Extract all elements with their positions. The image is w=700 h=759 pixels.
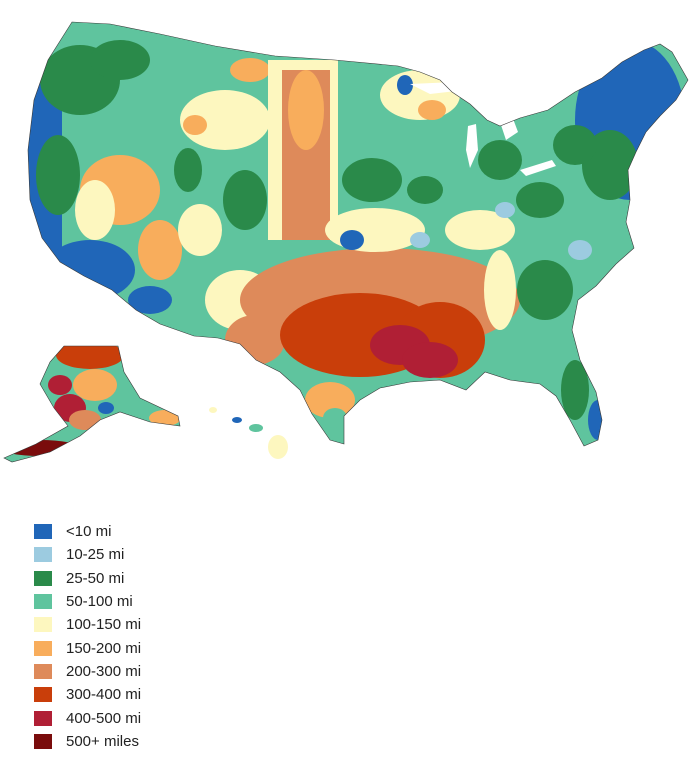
- region-n-idaho: [90, 40, 150, 80]
- region-texas-coast: [323, 408, 347, 428]
- lake-erie: [520, 160, 556, 176]
- hawaii-maui: [249, 424, 263, 432]
- legend-item: 300-400 mi: [34, 683, 141, 706]
- region-south-florida: [588, 400, 608, 440]
- alaska-outline: [3, 345, 181, 463]
- region-wisconsin-orange: [418, 100, 446, 120]
- region-tennessee-yellow: [484, 250, 516, 330]
- legend-item: <10 mi: [34, 520, 141, 543]
- alaska-interior: [73, 369, 117, 401]
- alaska-north: [56, 346, 124, 369]
- region-nevada-west: [75, 180, 115, 240]
- legend-item: 50-100 mi: [34, 590, 141, 613]
- region-michigan-green: [478, 140, 522, 180]
- legend-swatch: [34, 687, 52, 703]
- legend-label: 200-300 mi: [66, 662, 142, 680]
- region-florida-green: [561, 360, 589, 420]
- hawaii: [209, 407, 288, 459]
- alaska-west: [48, 375, 72, 395]
- region-duluth: [397, 75, 413, 95]
- alaska: [4, 346, 180, 462]
- legend-label: <10 mi: [66, 523, 112, 541]
- region-virginia-lightblue: [568, 240, 592, 260]
- region-idaho-orange: [183, 115, 207, 135]
- legend-item: 200-300 mi: [34, 660, 141, 683]
- alaska-peninsula: [69, 410, 101, 430]
- legend-swatch: [34, 640, 52, 656]
- legend-swatch: [34, 733, 52, 749]
- us-outline: [27, 21, 689, 447]
- legend-item: 150-200 mi: [34, 636, 141, 659]
- region-st-louis: [410, 232, 430, 248]
- region-iowa-green: [342, 158, 402, 202]
- region-arizona: [138, 220, 182, 280]
- region-ohio-green: [516, 182, 564, 218]
- outlines: [3, 21, 689, 463]
- legend-label: 300-400 mi: [66, 686, 142, 704]
- legend-item: 10-25 mi: [34, 543, 141, 566]
- region-dakotas-core: [288, 70, 324, 150]
- lake-huron: [500, 116, 518, 140]
- region-south-texas: [305, 382, 355, 418]
- region-montana-north: [230, 58, 270, 82]
- alaska-anchorage: [98, 402, 114, 414]
- region-pennsylvania: [553, 125, 597, 165]
- legend-item: 400-500 mi: [34, 706, 141, 729]
- region-illinois-green: [407, 176, 443, 204]
- legend-swatch: [34, 524, 52, 540]
- legend-swatch: [34, 594, 52, 610]
- legend-swatch: [34, 617, 52, 633]
- region-kentucky-yellow: [445, 210, 515, 250]
- legend-label: 25-50 mi: [66, 569, 125, 587]
- legend-label: 50-100 mi: [66, 593, 133, 611]
- legend-label: 400-500 mi: [66, 709, 142, 727]
- region-socal: [45, 240, 135, 300]
- region-phoenix: [128, 286, 172, 314]
- region-georgia-green: [517, 260, 573, 320]
- region-denver: [223, 170, 267, 230]
- region-indianapolis: [495, 202, 515, 218]
- legend-swatch: [34, 570, 52, 586]
- legend-label: 10-25 mi: [66, 546, 125, 564]
- us-county-map: [3, 21, 689, 463]
- alaska-panhandle: [149, 410, 180, 426]
- legend-swatch: [34, 663, 52, 679]
- legend-label: 150-200 mi: [66, 639, 142, 657]
- legend-swatch: [34, 547, 52, 563]
- legend-swatch: [34, 710, 52, 726]
- legend: <10 mi 10-25 mi 25-50 mi 50-100 mi 100-150 m…: [34, 520, 141, 753]
- hawaii-big-island: [268, 435, 288, 459]
- region-kansas-city: [340, 230, 364, 250]
- region-louisiana: [402, 342, 458, 378]
- region-sacramento: [36, 135, 80, 215]
- region-utah-south: [178, 204, 222, 256]
- region-missouri-yellow: [325, 208, 425, 252]
- legend-item: 100-150 mi: [34, 613, 141, 636]
- region-montana: [180, 90, 270, 150]
- legend-label: 500+ miles: [66, 732, 139, 750]
- region-salt-lake: [174, 148, 202, 192]
- hawaii-kauai: [209, 407, 217, 413]
- lake-michigan: [466, 124, 478, 168]
- legend-label: 100-150 mi: [66, 616, 142, 634]
- hawaii-oahu: [232, 417, 242, 423]
- legend-item: 500+ miles: [34, 730, 141, 753]
- legend-item: 25-50 mi: [34, 567, 141, 590]
